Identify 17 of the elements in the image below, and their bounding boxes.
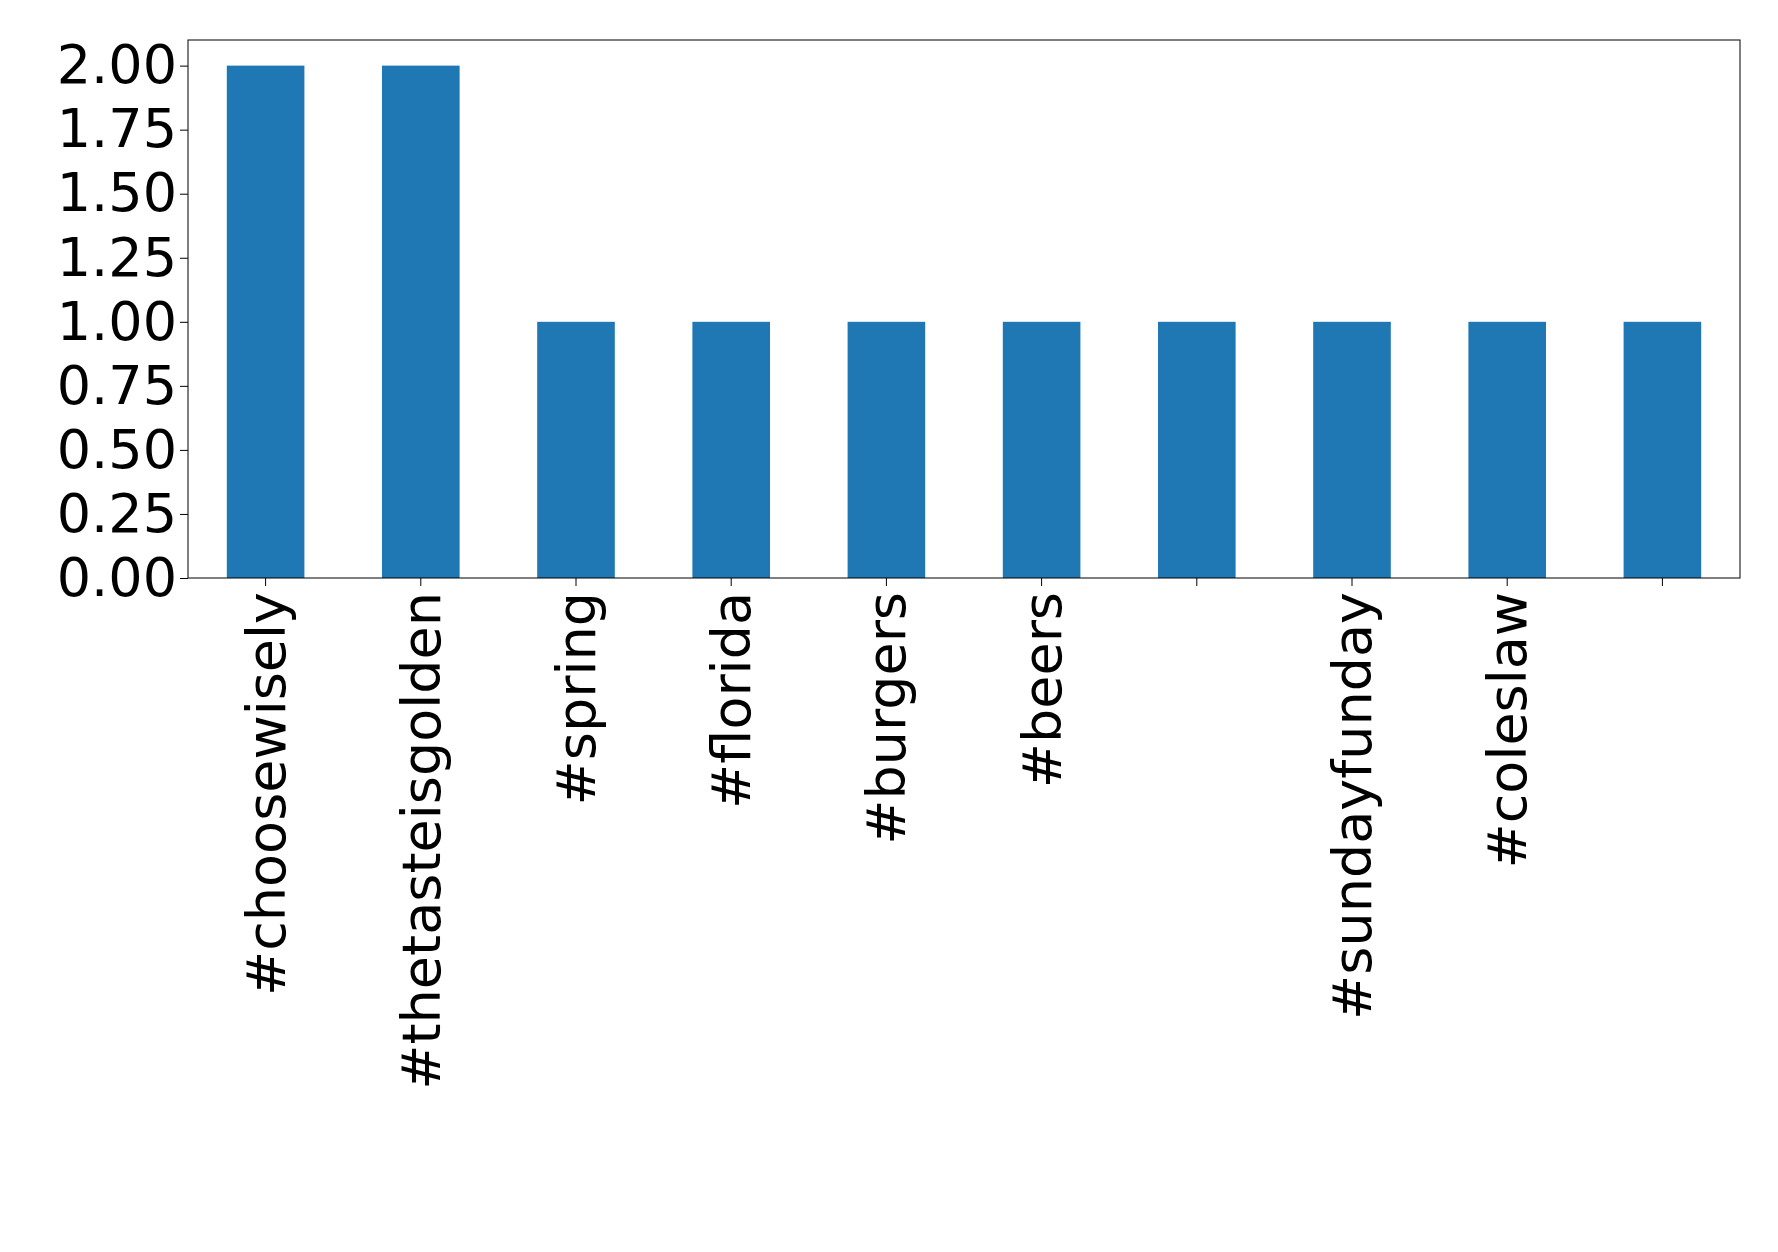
y-tick-label: 1.25	[56, 225, 177, 289]
x-tick-label: #coleslaw	[1476, 592, 1540, 869]
x-tick-label: #florida	[700, 592, 764, 809]
y-tick-label: 1.75	[56, 97, 177, 161]
x-tick-label: #burgers	[855, 592, 919, 845]
y-tick-label: 2.00	[56, 33, 177, 97]
y-tick-label: 1.50	[56, 161, 177, 225]
y-tick-label: 0.50	[56, 417, 177, 481]
y-tick-label: 0.00	[56, 545, 177, 609]
x-tick-label: #beers	[1010, 592, 1074, 789]
y-tick-label: 1.00	[56, 289, 177, 353]
x-tick-label: #thetasteisgolden	[389, 592, 453, 1090]
x-tick-label: #choosewisely	[234, 592, 298, 997]
x-tick-label: #sundayfunday	[1320, 592, 1384, 1020]
y-tick-label: 0.75	[56, 353, 177, 417]
x-tick-label: #spring	[544, 592, 608, 806]
y-tick-label: 0.25	[56, 481, 177, 545]
